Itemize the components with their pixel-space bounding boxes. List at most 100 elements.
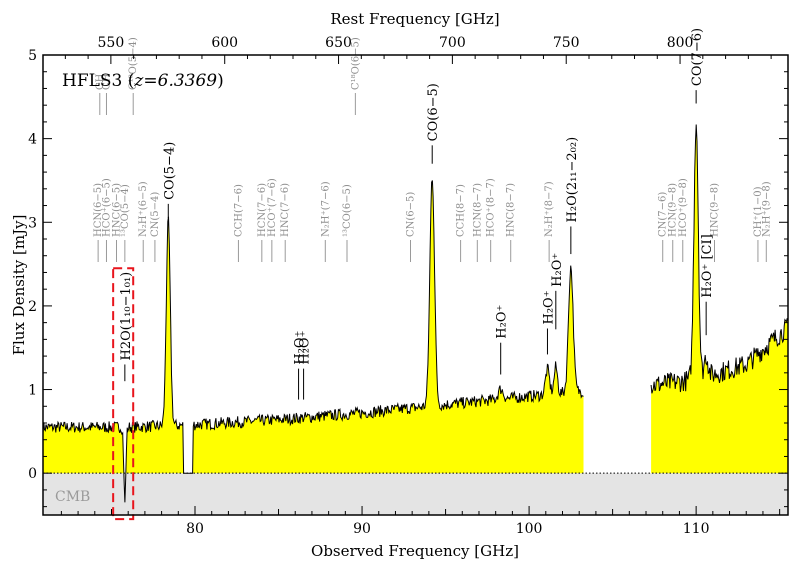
dark-line-marker: H₂O⁺ [293, 331, 308, 400]
grey-line-label: CH [101, 73, 112, 90]
grey-line-label: CCH(7−6) [233, 184, 244, 237]
grey-line-marker: HCO⁺(7−6) [267, 178, 278, 262]
grey-line-marker: HNC(7−6) [280, 183, 291, 262]
grey-line-marker: ¹³CO(5−4) [120, 184, 131, 262]
title-redshift: z=6.3369 [133, 71, 217, 91]
grey-line-label: N₂H⁺(8−7) [544, 181, 555, 237]
grey-line-marker: HCO⁺(9−8) [678, 178, 689, 262]
x-tick-label: 100 [516, 521, 543, 537]
dark-line-label: H₂O⁺ [550, 253, 565, 287]
grey-line-marker: CH [101, 73, 112, 115]
grey-line-marker: N₂H⁺(8−7) [544, 181, 555, 262]
grey-line-marker: HCN(7−6) [257, 183, 268, 262]
x-tick-label: 80 [186, 521, 204, 537]
dark-line-label: H₂O⁺ [CI] [700, 234, 715, 297]
dark-line-label: CO(5−4) [162, 142, 177, 200]
dark-line-marker: H₂O(2₁₁−2₀₂) [565, 137, 580, 255]
grey-line-markers: HCN(6−5)HCO⁺(6−5) HNC(6−5)¹³CO(5−4) N₂H⁺(6… [93, 37, 772, 262]
dark-line-marker: CO(7−6) [690, 28, 705, 104]
grey-line-marker: HCN(8−7) [472, 183, 483, 262]
y-tick-label: 3 [28, 215, 37, 231]
grey-line-label: HCO⁺(6−5) [101, 178, 112, 237]
dark-line-label: H2O(1₁₀−1₀₁) [119, 272, 134, 361]
dark-line-markers: H2O(1₁₀−1₀₁)CO(5−4)H₂O⁺H₂O⁺CO(6−5)H₂O⁺ H₂… [119, 28, 715, 400]
grey-line-label: CN(5−4) [150, 192, 161, 237]
grey-line-label: N₂H⁺(7−6) [320, 181, 331, 237]
grey-line-label: CCH(8−7) [456, 184, 467, 237]
y-tick-label: 1 [28, 383, 37, 399]
grey-line-label: HNC(6−5) [111, 183, 122, 237]
cmb-region [43, 473, 788, 515]
grey-line-label: N₂H⁺(6−5) [138, 181, 149, 237]
y-tick-label: 4 [28, 132, 37, 148]
dark-line-marker: CO(6−5) [426, 83, 441, 164]
grey-line-marker: HNC(6−5) [111, 183, 122, 262]
plot-title: HFLS3 (z=6.3369) [62, 71, 224, 91]
grey-line-label: N₂H⁺(9−8) [761, 181, 772, 237]
dark-line-label: CO(6−5) [426, 83, 441, 141]
grey-line-label: HCN(6−5) [93, 183, 104, 237]
grey-line-label: CH [95, 73, 106, 90]
grey-line-label: CH⁺(1−0) [753, 186, 764, 237]
y-axis-label: Flux Density [mJy] [10, 215, 28, 356]
grey-line-label: HCO⁺(8−7) [486, 178, 497, 237]
dark-line-marker: H₂O⁺ [550, 253, 565, 330]
grey-line-marker: C¹⁸O(6−5) [350, 37, 361, 115]
grey-line-label: HCN(7−6) [257, 183, 268, 237]
grey-line-marker: CH⁺(1−0) [753, 186, 764, 262]
cmb-label: CMB [55, 489, 90, 505]
grey-line-label: HCO⁺(9−8) [678, 178, 689, 237]
dark-line-marker: H₂O⁺ [CI] [700, 234, 715, 336]
y-tick-label: 2 [28, 299, 37, 315]
grey-line-marker: N₂H⁺(9−8) [761, 181, 772, 262]
grey-line-label: C¹⁸O(6−5) [350, 37, 361, 90]
grey-line-label: C¹⁸O(5−4) [128, 37, 139, 90]
x-axis-label: Observed Frequency [GHz] [311, 542, 519, 560]
x-tick-label: 90 [353, 521, 371, 537]
grey-line-label: HNC(8−7) [506, 183, 517, 237]
top-axis-label: Rest Frequency [GHz] [330, 10, 499, 28]
grey-line-marker: N₂H⁺(7−6) [320, 181, 331, 262]
grey-line-marker: CN(5−4) [150, 192, 161, 262]
grey-line-label: HNC(7−6) [280, 183, 291, 237]
grey-line-marker: HCO⁺(8−7) [486, 178, 497, 262]
title-name: HFLS3 [62, 71, 122, 91]
grey-line-marker: HCN(9−8) [668, 183, 679, 262]
top-tick-label: 600 [211, 35, 238, 51]
dark-line-marker: H₂O⁺ [495, 305, 510, 375]
grey-line-marker: CN(6−5) [405, 192, 416, 262]
grey-line-label: HCN(8−7) [472, 183, 483, 237]
grey-line-marker: C¹⁸O(5−4) [128, 37, 139, 115]
highlight-box [112, 267, 135, 521]
axis-ticks: 80 90 100 110 0 1 2 3 4 5 550 600 650 700 750 800 [28, 35, 788, 537]
y-tick-label: 5 [28, 48, 37, 64]
grey-line-marker: HCN(6−5) [93, 183, 104, 262]
plot-frame [42, 54, 789, 516]
dark-line-marker: H₂O⁺ [298, 331, 313, 400]
dark-line-label: H₂O⁺ [541, 290, 556, 324]
dark-line-marker: H₂O⁺ [541, 290, 556, 355]
grey-line-label: HCO⁺(7−6) [267, 178, 278, 237]
grey-line-label: ¹³CO(5−4) [120, 184, 131, 237]
top-tick-label: 750 [553, 35, 580, 51]
top-tick-label: 650 [325, 35, 352, 51]
grey-line-marker: ¹³CO(6−5) [342, 184, 353, 262]
dark-line-label: H₂O(2₁₁−2₀₂) [565, 137, 580, 223]
top-tick-label: 800 [667, 35, 694, 51]
grey-line-label: HCN(9−8) [668, 183, 679, 237]
spectrum-fill [43, 124, 788, 474]
top-tick-label: 550 [98, 35, 125, 51]
dark-line-label: CO(7−6) [690, 28, 705, 86]
grey-line-marker: CN(7−6) [658, 192, 669, 262]
grey-line-marker: CCH(8−7) [456, 184, 467, 262]
dark-line-marker: CO(5−4) [162, 142, 177, 219]
x-tick-label: 110 [683, 521, 710, 537]
grey-line-marker: N₂H⁺(6−5) [138, 181, 149, 262]
grey-line-label: CN(6−5) [405, 192, 416, 237]
grey-line-marker: HNC(8−7) [506, 183, 517, 262]
grey-line-label: ¹³CO(6−5) [342, 184, 353, 237]
top-tick-label: 700 [439, 35, 466, 51]
grey-line-marker: HCO⁺(6−5) [101, 178, 112, 262]
grey-line-label: CN(7−6) [658, 192, 669, 237]
